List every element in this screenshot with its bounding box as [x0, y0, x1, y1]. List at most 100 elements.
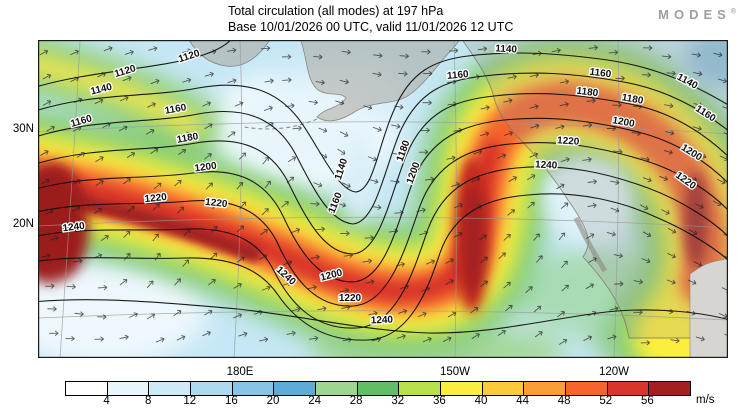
contour-label: 1220 [557, 135, 580, 148]
wind-arrow [454, 231, 463, 238]
wind-arrow [373, 52, 383, 59]
wind-arrow [282, 281, 292, 287]
wind-arrow [424, 176, 435, 182]
wind-arrow [422, 336, 432, 343]
wind-arrow [398, 308, 408, 314]
wind-arrow [641, 258, 651, 264]
wind-arrow [264, 180, 271, 189]
wind-arrow [262, 156, 269, 165]
wind-arrow [119, 95, 129, 102]
wind-arrow [473, 204, 482, 211]
wind-arrow [396, 333, 406, 339]
colorbar-tick: 28 [349, 395, 363, 407]
wind-arrow [419, 230, 429, 236]
wind-arrow [423, 70, 433, 77]
wind-arrow [529, 72, 539, 78]
colorbar-tick: 40 [474, 395, 488, 407]
wind-arrow [41, 253, 51, 259]
wind-arrow [307, 284, 317, 291]
wind-arrow [666, 279, 676, 285]
chart-title-block: Total circulation (all modes) at 197 hPa… [228, 3, 513, 35]
wind-arrow [233, 313, 243, 319]
wind-arrow [150, 79, 160, 85]
colorbar-cell [566, 382, 608, 395]
wind-arrow [508, 176, 518, 182]
colorbar-cell [357, 382, 400, 395]
wind-arrow [182, 259, 190, 267]
wind-arrow [94, 336, 104, 342]
colorbar-tick: 52 [599, 395, 613, 407]
wind-arrow [453, 127, 463, 133]
wind-arrow [368, 310, 378, 317]
wind-arrow [281, 54, 292, 60]
wind-arrow [446, 155, 456, 161]
wind-arrow [119, 334, 129, 340]
wind-arrow [119, 125, 128, 132]
wind-arrow [607, 334, 617, 340]
wind-arrow [587, 179, 597, 185]
wind-arrow [317, 305, 327, 312]
wind-arrow [667, 252, 676, 259]
wind-arrow [343, 252, 353, 259]
colorbar-cell [191, 382, 233, 395]
wind-arrow [422, 100, 432, 106]
graticule [38, 40, 728, 358]
colorbar-cell [232, 382, 275, 395]
wind-arrow [613, 253, 623, 259]
wind-arrow [527, 201, 535, 209]
wind-arrow [560, 202, 569, 209]
wind-arrow [480, 256, 489, 263]
alaska-land [300, 40, 461, 122]
colorbar-tick: 16 [224, 395, 238, 407]
wind-arrow [633, 279, 643, 285]
wind-arrow [470, 307, 479, 314]
wind-arrow [471, 176, 481, 183]
wind-arrow [388, 228, 399, 234]
wind-arrow [233, 282, 242, 289]
wind-arrow [236, 256, 245, 263]
wind-arrow [260, 229, 268, 236]
colorbar-cell [66, 382, 108, 395]
wind-arrow [639, 204, 649, 211]
wind-arrow [507, 74, 517, 80]
wind-arrow [529, 152, 539, 158]
colorbar-cell [649, 382, 691, 395]
wind-arrow [695, 336, 705, 342]
wind-arrow [363, 104, 373, 111]
colorbar-tick: 20 [266, 395, 280, 407]
wind-arrow [561, 260, 568, 269]
wind-arrow [71, 206, 81, 212]
colorbar-cell [482, 382, 525, 395]
wind-arrow [503, 98, 513, 104]
wind-arrow [339, 79, 349, 85]
wind-arrow [174, 278, 182, 286]
wind-arrow [287, 156, 297, 163]
wind-arrow [670, 338, 680, 344]
wind-arrow [395, 261, 405, 268]
registered-mark: ® [730, 8, 736, 16]
wind-arrow [176, 206, 185, 214]
colorbar-cell [607, 382, 650, 395]
wind-arrow [238, 331, 248, 337]
wind-arrow [282, 77, 292, 83]
wind-arrow [399, 284, 410, 290]
wind-arrow [642, 231, 652, 238]
contour-label: 1200 [194, 160, 218, 174]
wind-arrow [533, 305, 542, 313]
wind-arrow [664, 308, 674, 315]
wind-arrow [417, 311, 427, 318]
wind-arrow [533, 233, 540, 241]
wind-arrow [208, 279, 216, 286]
wind-arrow [318, 127, 328, 133]
wind-arrow [335, 100, 345, 106]
contour-label: 1220 [339, 293, 362, 304]
wind-arrow [286, 330, 296, 336]
baja-peninsula [573, 216, 608, 273]
landmasses [188, 40, 728, 358]
wind-arrow [661, 209, 670, 215]
wind-arrow [122, 75, 132, 82]
wind-arrow [341, 49, 351, 55]
wind-arrow [202, 101, 212, 107]
wind-arrow [587, 202, 597, 209]
wind-arrow [49, 330, 59, 336]
